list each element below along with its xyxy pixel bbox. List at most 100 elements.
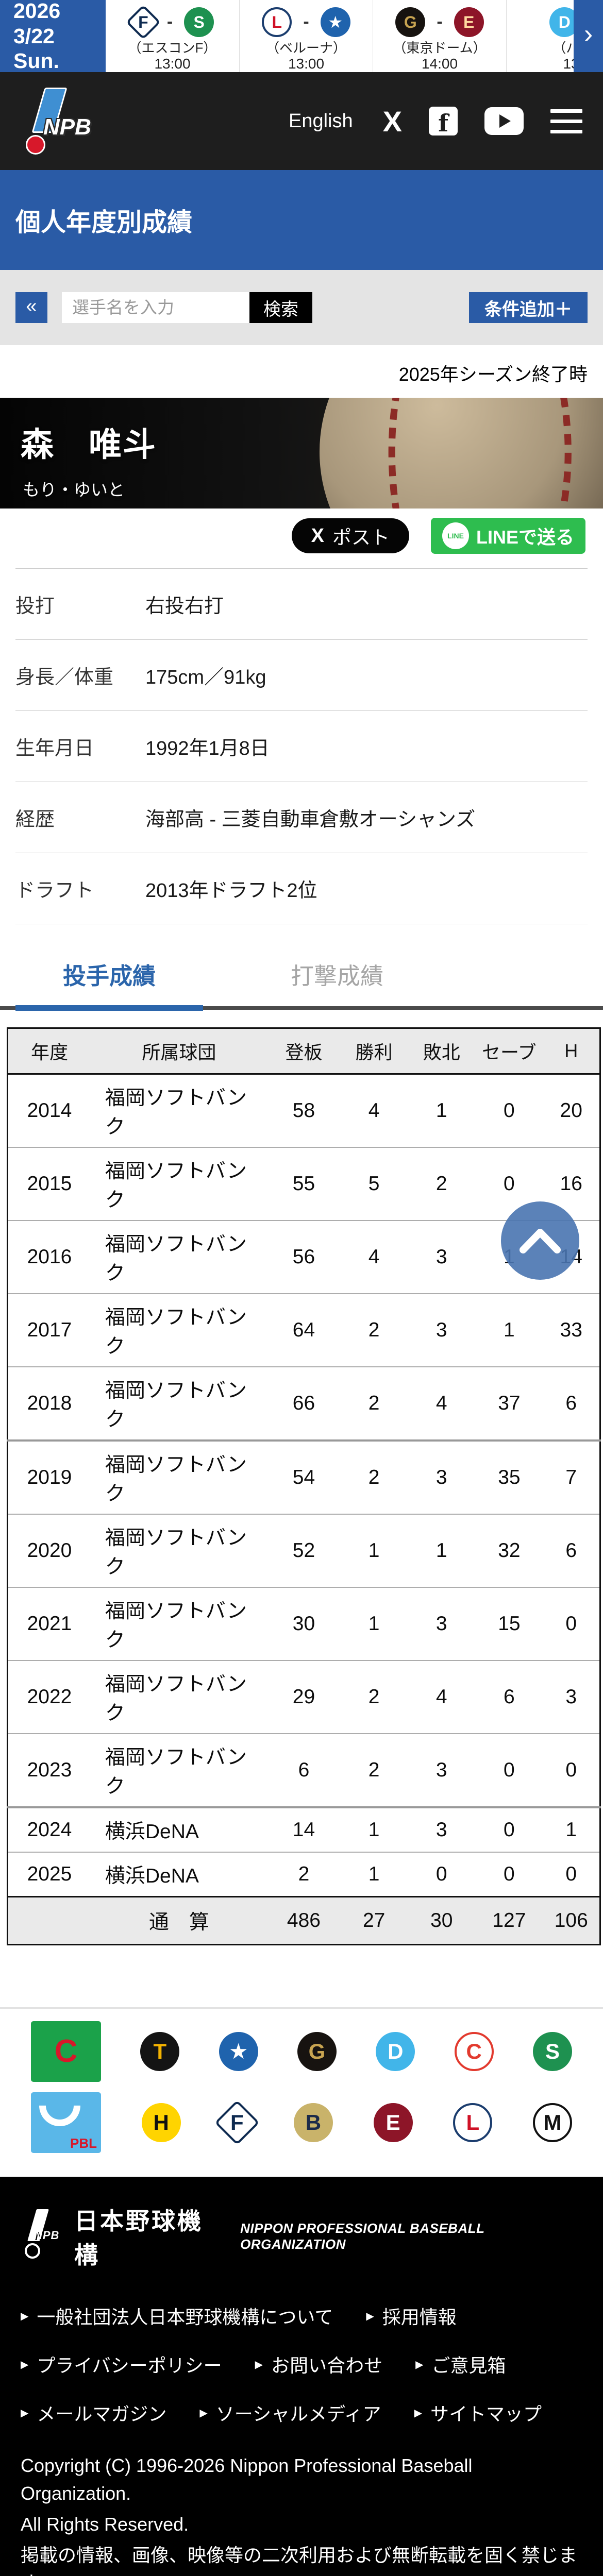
team-monogram: F [230,2110,244,2134]
stat-cell: 29 [292,1686,315,1708]
youtube-icon[interactable] [484,107,524,135]
stat-cell: 2 [368,1392,380,1414]
stat-cell: 2 [435,1173,447,1195]
column-header: H [543,1028,600,1075]
stat-cell: 0 [504,1173,515,1195]
yomiuri-giants-logo[interactable]: G [297,2032,337,2071]
softbank-hawks-logo[interactable]: H [141,2103,181,2142]
game-card[interactable]: L - ★ （ベルーナ） 13:00 [239,0,373,72]
stat-cell: 3 [435,1613,447,1635]
line-icon: LINE [442,522,469,549]
tab-pitching-stats[interactable]: 投手成績 [15,946,203,1011]
footer-brand[interactable]: NPB 日本野球機構 NIPPON PROFESSIONAL BASEBALL … [21,2202,582,2270]
chunichi-dragons-logo[interactable]: D [376,2032,415,2071]
stat-cell: 1 [435,1099,447,1122]
footer-link[interactable]: ▶ 一般社団法人日本野球機構について [21,2302,333,2329]
game-time: 13: [563,55,574,72]
facebook-icon[interactable]: f [429,107,458,137]
copyright-line: Copyright (C) 1996-2026 Nippon Professio… [21,2455,473,2504]
footer-link-label: 一般社団法人日本野球機構について [37,2307,333,2328]
footer-link[interactable]: ▶ お問い合わせ [255,2351,382,2378]
rakuten-eagles-logo[interactable]: E [373,2103,413,2142]
language-link[interactable]: English [289,110,353,132]
tab-batting-stats[interactable]: 打撃成績 [290,963,383,989]
stat-cell: 0 [504,1819,515,1841]
stat-cell: 35 [498,1466,521,1488]
team-cell: 福岡ソフトバンク [105,1527,247,1578]
yakult-swallows-logo[interactable]: S [532,2032,572,2071]
stat-cell: 4 [368,1246,380,1268]
central-league-row: C T ★ G D C S [31,2021,572,2082]
orix-buffaloes-logo[interactable]: B [293,2103,333,2142]
collapse-back-button[interactable]: « [15,292,47,323]
games-list: F - S （エスコンF） 13:00 L - ★ （ベルーナ） 13:00 G - E （東京ドーム） 1… [106,0,574,72]
year-cell: 2014 [27,1099,72,1122]
npb-logo[interactable]: NPB [21,88,108,155]
team-monogram: E [463,12,475,31]
team-monogram: L [466,2110,480,2134]
footer-link[interactable]: ▶ ご意見箱 [415,2351,506,2378]
x-social-icon[interactable]: X [382,105,402,138]
copyright: Copyright (C) 1996-2026 Nippon Professio… [21,2452,582,2576]
share-row: X ポスト LINE LINEで送る [0,509,603,563]
hanshin-tigers-logo[interactable]: T [140,2032,180,2071]
stat-cell: 1 [368,1819,380,1841]
stat-cell: 1 [368,1613,380,1635]
add-condition-button[interactable]: 条件追加＋ [469,292,588,323]
scroll-to-top-button[interactable] [501,1201,579,1280]
footer-link[interactable]: ▶ プライバシーポリシー [21,2351,222,2378]
hamburger-menu-icon[interactable] [550,109,582,133]
player-name-search-input[interactable] [62,292,249,323]
team-monogram: G [404,12,417,31]
stat-cell: 3 [435,1466,447,1488]
footer-link[interactable]: ▶ サイトマップ [414,2399,542,2426]
team-cell: 横浜DeNA [105,1865,199,1887]
total-label: 通 算 [90,1896,267,1945]
stat-cell: 14 [292,1819,315,1841]
stats-row: 2017 福岡ソフトバンク 64 2 3 1 33 [7,1294,600,1367]
stat-cell: 20 [560,1099,582,1122]
matchup: L - ★ [262,6,350,38]
scores-next-button[interactable]: › [574,0,603,72]
footer-brand-en: NIPPON PROFESSIONAL BASEBALL ORGANIZATIO… [240,2221,485,2252]
profile-value: 1992年1月8日 [145,738,270,759]
stat-cell: 2 [298,1863,310,1885]
year-cell: 2019 [27,1466,72,1488]
pacific-league-logo[interactable]: PBL [30,2076,101,2153]
profile-label: 投打 [15,596,55,617]
chiba-lotte-marines-logo[interactable]: M [532,2103,572,2142]
stat-cell: 15 [498,1613,521,1635]
footer-link[interactable]: ▶ 採用情報 [366,2302,456,2329]
seibu-lions-logo[interactable]: L [453,2103,493,2142]
season-note: 2025年シーズン終了時 [0,345,603,398]
column-header: 年度 [7,1028,91,1075]
stats-table-wrap[interactable]: 年度 所属球団 登板 勝利 敗北 セーブ H 2014 福岡ソフトバンク 58 4 1 0 20 2015 福… [7,1027,603,1945]
column-header: 所属球団 [90,1028,267,1075]
stat-cell: 64 [292,1319,315,1341]
matchup: D- [549,6,574,38]
team-monogram: S [545,2039,560,2063]
footer-link[interactable]: ▶ ソーシャルメディア [199,2399,381,2426]
hiroshima-carp-logo[interactable]: C [454,2032,494,2071]
arrow-right-icon: ▶ [199,2407,208,2419]
game-card[interactable]: G - E （東京ドーム） 14:00 [373,0,506,72]
footer-link[interactable]: ▶ メールマガジン [21,2399,166,2426]
arrow-right-icon: ▶ [21,2359,29,2370]
dena-baystars-logo[interactable]: ★ [219,2032,258,2071]
stat-cell: 54 [292,1466,315,1488]
central-league-logo[interactable]: C [31,2021,101,2082]
team-cell: 福岡ソフトバンク [105,1600,247,1651]
line-share-button[interactable]: LINE LINEで送る [430,518,585,554]
footer-links-row: ▶ メールマガジン ▶ ソーシャルメディア ▶ サイトマップ [21,2399,582,2426]
x-post-button[interactable]: X ポスト [291,518,409,553]
team-monogram: C [466,2039,482,2063]
team-monogram: ★ [328,12,343,31]
game-card[interactable]: F - S （エスコンF） 13:00 [106,0,239,72]
game-card[interactable]: D- （バン13: [506,0,574,72]
search-button[interactable]: 検索 [249,292,312,323]
stats-row: 2023 福岡ソフトバンク 6 2 3 0 0 [7,1734,600,1807]
profile-row: ドラフト 2013年ドラフト2位 [15,853,588,924]
nipponham-fighters-logo[interactable]: F [214,2100,260,2145]
date-day: 3/22 Sun. [13,24,59,73]
